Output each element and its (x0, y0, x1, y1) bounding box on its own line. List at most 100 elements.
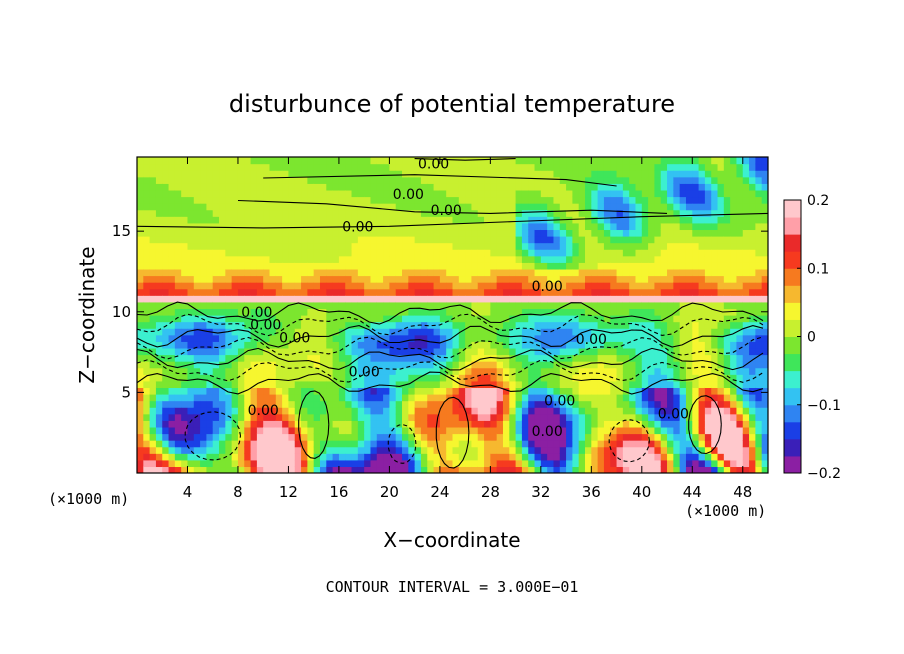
heatmap-cell (679, 321, 687, 329)
heatmap-cell (212, 374, 220, 382)
heatmap-cell (275, 275, 283, 283)
heatmap-cell (427, 426, 435, 435)
heatmap-cell (193, 308, 201, 316)
heatmap-cell (181, 268, 189, 277)
heatmap-cell (137, 301, 144, 310)
heatmap-cell (547, 229, 555, 237)
heatmap-cell (307, 183, 315, 191)
heatmap-cell (275, 374, 283, 382)
heatmap-cell (736, 328, 744, 336)
heatmap-cell (629, 163, 637, 171)
heatmap-cell (244, 268, 252, 277)
heatmap-cell (566, 334, 573, 342)
heatmap-cell (452, 242, 460, 250)
heatmap-cell (149, 413, 157, 421)
heatmap-cell (648, 361, 656, 369)
heatmap-cell (496, 321, 504, 329)
heatmap-cell (761, 459, 768, 468)
heatmap-cell (174, 176, 182, 184)
heatmap-cell (610, 288, 618, 296)
heatmap-cell (547, 466, 555, 473)
heatmap-cell (547, 341, 555, 349)
heatmap-cell (502, 367, 510, 375)
heatmap-cell (730, 275, 738, 283)
heatmap-cell (553, 249, 561, 257)
heatmap-cell (711, 255, 719, 263)
heatmap-cell (566, 440, 573, 448)
heatmap-cell (288, 334, 296, 342)
heatmap-cell (717, 157, 725, 165)
heatmap-cell (288, 209, 296, 217)
heatmap-cell (616, 347, 624, 356)
heatmap-cell (458, 321, 466, 329)
heatmap-cell (181, 380, 189, 389)
heatmap-cell (269, 229, 277, 237)
heatmap-cell (149, 308, 157, 316)
colorbar: 0.20.10−0.1−0.2 (783, 193, 841, 482)
heatmap-cell (345, 262, 353, 270)
heatmap-cell (168, 354, 176, 362)
heatmap-cell (275, 361, 283, 369)
heatmap-cell (256, 301, 264, 310)
heatmap-cell (597, 361, 605, 369)
heatmap-cell (673, 170, 681, 178)
heatmap-cell (723, 334, 731, 342)
heatmap-cell (187, 308, 195, 316)
heatmap-cell (616, 354, 624, 362)
heatmap-cell (521, 222, 529, 231)
heatmap-cell (528, 413, 536, 421)
heatmap-cell (338, 183, 346, 191)
heatmap-cell (755, 394, 763, 402)
heatmap-cell (155, 229, 163, 237)
heatmap-cell (155, 459, 163, 468)
heatmap-cell (629, 268, 637, 277)
heatmap-cell (692, 446, 700, 454)
heatmap-cell (534, 321, 542, 329)
heatmap-cell (578, 361, 586, 369)
heatmap-cell (364, 196, 372, 204)
heatmap-cell (288, 354, 296, 362)
heatmap-cell (736, 433, 744, 441)
heatmap-cell (383, 295, 390, 303)
heatmap-cell (427, 163, 435, 171)
heatmap-cell (648, 268, 656, 277)
heatmap-cell (534, 295, 542, 303)
heatmap-cell (679, 176, 687, 184)
heatmap-cell (402, 433, 409, 441)
heatmap-cell (275, 347, 283, 356)
heatmap-cell (603, 334, 611, 342)
heatmap-cell (383, 249, 390, 257)
heatmap-cell (723, 170, 731, 178)
heatmap-cell (465, 262, 473, 270)
heatmap-cell (294, 236, 302, 244)
heatmap-cell (540, 229, 548, 237)
heatmap-cell (521, 394, 529, 402)
heatmap-cell (219, 249, 226, 257)
heatmap-cell (187, 374, 195, 382)
heatmap-cell (351, 440, 359, 448)
heatmap-cell (578, 176, 586, 184)
heatmap-cell (717, 196, 725, 204)
heatmap-cell (168, 216, 176, 224)
heatmap-cell (458, 426, 466, 435)
heatmap-cell (749, 334, 756, 342)
heatmap-cell (641, 301, 649, 310)
heatmap-cell (452, 361, 460, 369)
heatmap-cell (673, 242, 681, 250)
heatmap-cell (370, 354, 378, 362)
heatmap-cell (742, 334, 750, 342)
heatmap-cell (414, 295, 422, 303)
heatmap-cell (414, 262, 422, 270)
heatmap-cell (219, 354, 226, 362)
heatmap-cell (370, 387, 378, 395)
heatmap-cell (603, 413, 611, 421)
heatmap-cell (572, 203, 580, 211)
heatmap-cell (301, 216, 308, 224)
heatmap-cell (137, 374, 144, 382)
heatmap-cell (168, 433, 176, 441)
heatmap-cell (231, 367, 239, 375)
heatmap-cell (301, 183, 308, 191)
heatmap-cell (155, 255, 163, 263)
heatmap-cell (237, 222, 245, 231)
heatmap-cell (439, 189, 447, 198)
